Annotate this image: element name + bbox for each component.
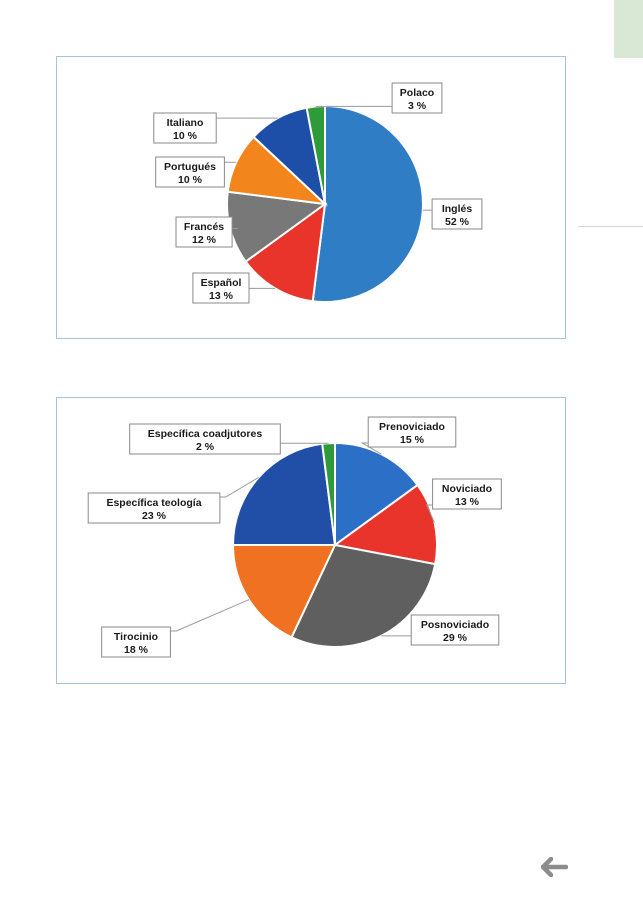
pie-slice-prenoviciado [334, 441, 419, 547]
label-box [192, 272, 250, 304]
pie-slice-noviciado [332, 483, 438, 566]
label-box [432, 478, 502, 510]
slice-value: 23 % [142, 510, 167, 522]
pie-slices [226, 104, 424, 303]
slice-value: 29 % [443, 632, 468, 644]
slice-label: Específica coadjutores [148, 428, 263, 440]
pie-slice-especifica-teologia [231, 442, 337, 546]
slice-value: 13 % [209, 290, 234, 302]
label-box [129, 423, 281, 455]
pie-slice-posnoviciado [290, 543, 437, 648]
label-box [410, 614, 500, 646]
label-box [153, 112, 217, 144]
pie-slices [231, 441, 438, 648]
slice-value: 52 % [445, 216, 470, 228]
label-box [431, 198, 483, 230]
label-box [87, 492, 221, 524]
slice-value: 13 % [455, 496, 480, 508]
back-button[interactable] [540, 856, 569, 878]
label-box [367, 416, 457, 448]
slice-value: 2 % [196, 441, 215, 453]
pie-slice-espanol [244, 201, 327, 303]
pie-slice-ingles [311, 104, 424, 303]
slice-label: Específica teología [106, 497, 201, 509]
leader-line [360, 442, 382, 455]
language-pie-chart: Inglés 52 % Español 13 % Francés 12 % Portugué… [56, 56, 566, 339]
corner-tab [614, 0, 643, 58]
label-box [101, 626, 171, 658]
slice-label: Posnoviciado [421, 619, 489, 631]
leader-line [219, 477, 259, 498]
slice-value: 18 % [124, 644, 149, 656]
slice-label: Portugués [164, 161, 216, 173]
slice-label: Inglés [442, 203, 473, 215]
slice-label: Francés [184, 221, 224, 233]
slice-value: 12 % [192, 234, 217, 246]
arrow-left-icon [540, 856, 569, 878]
label-box [155, 156, 225, 188]
label-box [391, 82, 443, 114]
slice-value: 10 % [173, 130, 198, 142]
slice-value: 10 % [178, 174, 203, 186]
slice-value: 15 % [400, 434, 425, 446]
slice-value: 3 % [408, 100, 427, 112]
formation-stage-pie-chart: Prenoviciado 15 % Noviciado 13 % Posnoviciad… [56, 397, 566, 684]
leader-line [425, 504, 435, 523]
side-divider [578, 226, 643, 227]
slice-label: Español [201, 277, 242, 289]
slice-label: Prenoviciado [379, 421, 445, 433]
slice-label: Polaco [400, 87, 434, 99]
slice-label: Noviciado [442, 483, 492, 495]
slice-label: Italiano [167, 117, 204, 129]
slice-label: Tirocinio [114, 631, 158, 643]
leader-line [170, 599, 250, 632]
label-box [175, 216, 233, 248]
